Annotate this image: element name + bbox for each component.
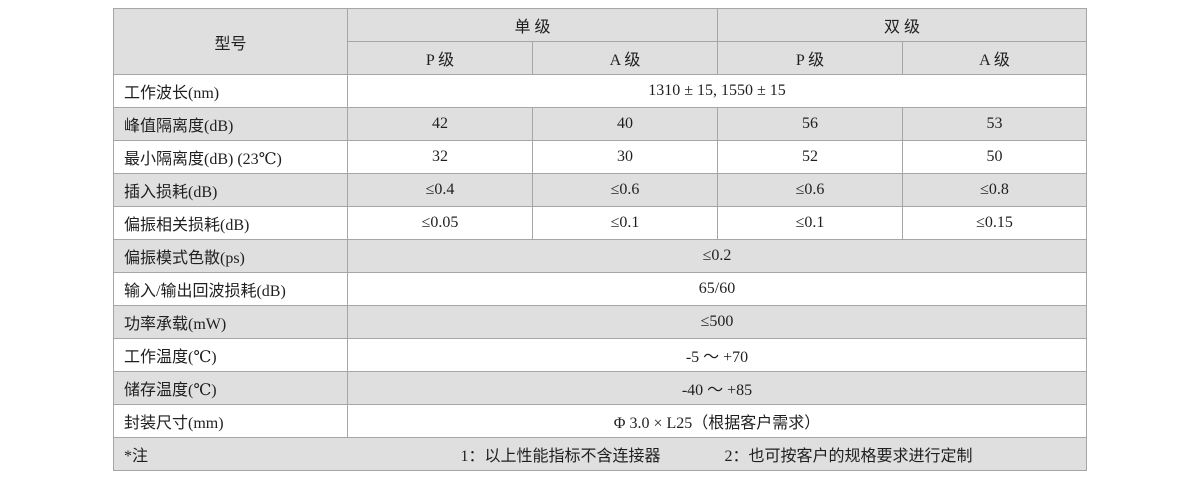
row-value: ≤0.8 (902, 173, 1088, 207)
row-value: 52 (717, 140, 904, 174)
spec-table: 型号 单 级 双 级 P 级 A 级 P 级 A 级 工作波长(nm) 1310 … (112, 8, 1088, 471)
row-value: 42 (347, 107, 533, 141)
row-label: 工作温度(℃) (113, 338, 348, 372)
row-label: 封装尺寸(mm) (113, 404, 348, 438)
row-value: 50 (902, 140, 1088, 174)
spec-row: 工作温度(℃) -5 ～ +70 (113, 338, 1088, 372)
row-value-merged: -40 ～ +85 (346, 371, 1088, 405)
row-label: 工作波长(nm) (113, 74, 348, 108)
spec-row: 储存温度(℃) -40 ～ +85 (113, 371, 1088, 405)
spec-row: 偏振相关损耗(dB) ≤0.05 ≤0.1 ≤0.1 ≤0.15 (113, 206, 1088, 240)
spec-body: 工作波长(nm) 1310 ± 15, 1550 ± 15 峰值隔离度(dB) 42 4… (113, 74, 1088, 438)
row-value: ≤0.1 (531, 206, 719, 240)
row-value: 40 (531, 107, 719, 141)
row-label: 输入/输出回波损耗(dB) (113, 272, 348, 306)
note-label: *注 (124, 448, 149, 465)
row-value: ≤0.6 (531, 173, 719, 207)
subcol-header-single-p: P 级 (347, 41, 533, 75)
row-value: 53 (902, 107, 1088, 141)
spec-row: 输入/输出回波损耗(dB) 65/60 (113, 272, 1088, 306)
note-item-1: 1：以上性能指标不含连接器 (460, 448, 661, 465)
subcol-header-double-p: P 级 (717, 41, 904, 75)
row-value-merged: ≤0.2 (346, 239, 1088, 273)
spec-row: 峰值隔离度(dB) 42 40 56 53 (113, 107, 1088, 141)
model-header-cell: 型号 (113, 8, 348, 75)
spec-row: 功率承载(mW) ≤500 (113, 305, 1088, 339)
row-label: 峰值隔离度(dB) (113, 107, 348, 141)
note-cell: *注 1：以上性能指标不含连接器 2：也可按客户的规格要求进行定制 (112, 437, 1088, 471)
row-value-merged: 1310 ± 15, 1550 ± 15 (346, 74, 1088, 108)
note-section: *注 1：以上性能指标不含连接器 2：也可按客户的规格要求进行定制 (112, 437, 1088, 471)
group-header-double-stage: 双 级 (717, 8, 1088, 42)
spec-row: 偏振模式色散(ps) ≤0.2 (113, 239, 1088, 273)
row-value: ≤0.15 (902, 206, 1088, 240)
note-items: 1：以上性能指标不含连接器 2：也可按客户的规格要求进行定制 (347, 442, 1086, 466)
row-value: 32 (347, 140, 533, 174)
row-value: 30 (531, 140, 719, 174)
spec-row: 封装尺寸(mm) Φ 3.0 × L25（根据客户需求） (113, 404, 1088, 438)
row-value-merged: -5 ～ +70 (346, 338, 1088, 372)
spec-row: 插入损耗(dB) ≤0.4 ≤0.6 ≤0.6 ≤0.8 (113, 173, 1088, 207)
row-value: ≤0.6 (717, 173, 904, 207)
header-row-grades: P 级 A 级 P 级 A 级 (114, 41, 1088, 75)
spec-row: 工作波长(nm) 1310 ± 15, 1550 ± 15 (113, 74, 1088, 108)
note-content: *注 1：以上性能指标不含连接器 2：也可按客户的规格要求进行定制 (115, 442, 1086, 466)
subcol-header-double-a: A 级 (902, 41, 1088, 75)
row-label: 偏振模式色散(ps) (113, 239, 348, 273)
row-value: ≤0.1 (717, 206, 904, 240)
row-value: ≤0.4 (347, 173, 533, 207)
subcol-header-single-a: A 级 (531, 41, 719, 75)
row-label: 功率承载(mW) (113, 305, 348, 339)
table-header: 型号 单 级 双 级 P 级 A 级 P 级 A 级 (113, 8, 1088, 75)
row-value-merged: Φ 3.0 × L25（根据客户需求） (346, 404, 1088, 438)
row-label: 偏振相关损耗(dB) (113, 206, 348, 240)
row-value-merged: ≤500 (346, 305, 1088, 339)
header-row-groups: 型号 单 级 双 级 (113, 8, 1088, 75)
row-label: 最小隔离度(dB) (23℃) (113, 140, 348, 174)
row-value: ≤0.05 (347, 206, 533, 240)
row-value: 56 (717, 107, 904, 141)
group-header-single-stage: 单 级 (346, 8, 719, 42)
row-value-merged: 65/60 (346, 272, 1088, 306)
note-row: *注 1：以上性能指标不含连接器 2：也可按客户的规格要求进行定制 (112, 437, 1088, 471)
note-item-2: 2：也可按客户的规格要求进行定制 (724, 448, 973, 465)
row-label: 储存温度(℃) (113, 371, 348, 405)
spec-row: 最小隔离度(dB) (23℃) 32 30 52 50 (113, 140, 1088, 174)
row-label: 插入损耗(dB) (113, 173, 348, 207)
